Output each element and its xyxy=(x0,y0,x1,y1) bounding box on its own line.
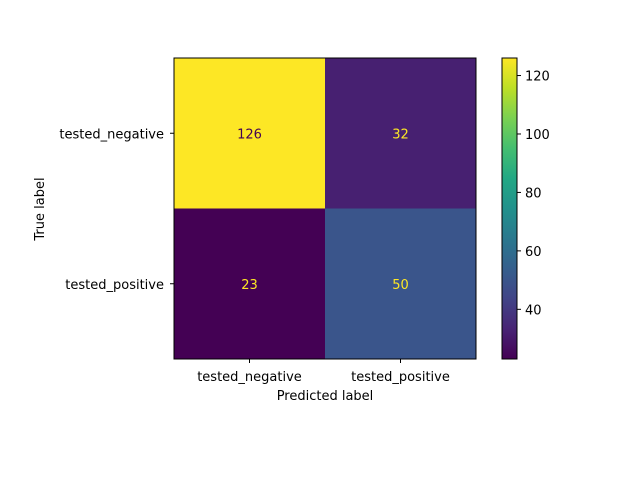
colorbar-tick-label: 60 xyxy=(525,245,542,260)
cell-value-label: 50 xyxy=(392,278,409,293)
x-tick-label: tested_negative xyxy=(197,370,302,385)
heatmap-cells xyxy=(174,58,476,359)
heatmap-cell xyxy=(174,208,325,359)
plot-frame xyxy=(173,57,477,360)
y-axis-label: True label xyxy=(33,177,48,241)
colorbar-ticks: 40 60 80 100 120 xyxy=(517,70,550,318)
x-tick-label: tested_positive xyxy=(351,370,450,385)
colorbar-tick-label: 40 xyxy=(525,303,542,318)
cell-value-label: 23 xyxy=(241,278,258,293)
y-axis-ticks: tested_negative tested_positive xyxy=(59,127,174,293)
y-tick-label: tested_negative xyxy=(59,127,164,142)
cell-value-label: 126 xyxy=(237,127,262,142)
heatmap-cell-values: 126 32 23 50 xyxy=(237,127,409,293)
x-axis-label: Predicted label xyxy=(277,389,374,404)
x-axis-ticks: tested_negative tested_positive xyxy=(197,359,450,385)
heatmap-cell xyxy=(325,208,476,359)
colorbar-tick-label: 120 xyxy=(525,70,550,85)
colorbar-tick-label: 80 xyxy=(525,186,542,201)
heatmap-cell xyxy=(325,58,476,209)
colorbar-tick-label: 100 xyxy=(525,128,550,143)
cell-value-label: 32 xyxy=(392,127,409,142)
y-tick-label: tested_positive xyxy=(65,278,164,293)
colorbar xyxy=(501,57,518,360)
heatmap-cell xyxy=(174,58,325,209)
